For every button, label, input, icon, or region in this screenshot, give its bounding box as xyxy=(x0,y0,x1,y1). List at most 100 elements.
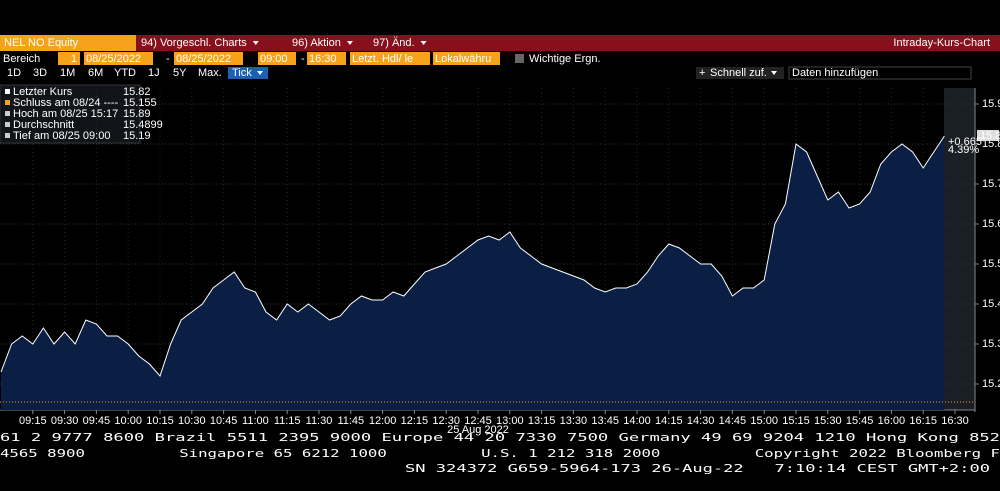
stat-label: Durchschnitt xyxy=(13,119,74,131)
period[interactable]: 6M xyxy=(88,67,103,79)
x-tick-label: 13:00 xyxy=(496,415,524,427)
stat-value: 15.155 xyxy=(123,97,157,109)
period[interactable]: 5Y xyxy=(173,67,187,79)
change-pct: 4.39% xyxy=(948,144,979,156)
price-line xyxy=(0,135,945,377)
x-tick-label: 13:15 xyxy=(528,415,556,427)
input-field[interactable]: 08/25/2022 xyxy=(86,53,141,65)
x-tick-label: 15:15 xyxy=(782,415,810,427)
period-active[interactable] xyxy=(228,67,268,79)
y-tick-label: 15.90 xyxy=(982,98,1000,110)
last-price: 15.82 xyxy=(980,130,1000,142)
x-tick-label: 12:15 xyxy=(401,415,429,427)
x-tick-label: 11:30 xyxy=(306,415,333,427)
x-tick-label: 10:45 xyxy=(210,415,238,427)
period[interactable]: 1D xyxy=(7,67,21,79)
page-title: Intraday-Kurs-Chart xyxy=(893,37,990,49)
input-box[interactable] xyxy=(307,52,346,65)
period[interactable]: 3D xyxy=(33,67,47,79)
input-box[interactable] xyxy=(433,52,500,65)
x-tick-label: 13:30 xyxy=(560,415,588,427)
period[interactable]: 1M xyxy=(60,67,75,79)
input-field[interactable]: - xyxy=(301,53,305,65)
input-box[interactable] xyxy=(174,52,243,65)
change: +0.665 xyxy=(948,136,982,148)
footer-line: 61 2 9777 8600 Brazil 5511 2395 9000 Eur… xyxy=(0,431,1000,444)
input-field[interactable]: Letzt. Hdl/ le xyxy=(352,53,413,65)
input-field[interactable]: 1 xyxy=(71,53,77,65)
toolbar xyxy=(0,35,1000,51)
input-field[interactable]: Lokalwähru xyxy=(435,53,491,65)
dropdown-arrow xyxy=(252,41,259,45)
add-data[interactable]: Daten hinzufügen xyxy=(792,67,878,79)
x-tick-label: 12:30 xyxy=(432,415,460,427)
legend-swatch xyxy=(5,111,10,116)
legend-swatch xyxy=(5,89,10,94)
x-tick-label: 10:00 xyxy=(114,415,142,427)
stat-value: 15.19 xyxy=(123,130,151,142)
x-tick-label: 09:45 xyxy=(83,415,111,427)
stat-label: Tief am 08/25 09:00 xyxy=(13,130,110,142)
legend-swatch xyxy=(5,133,10,138)
quick-add[interactable]: Schnell zuf. xyxy=(710,67,767,79)
x-tick-label: 11:15 xyxy=(274,415,301,427)
ticker-box[interactable] xyxy=(0,35,136,51)
y-tick-label: 15.70 xyxy=(982,178,1000,190)
y-tick-label: 15.60 xyxy=(982,218,1000,230)
input-field[interactable]: - xyxy=(166,53,170,65)
dropdown-arrow xyxy=(257,71,263,75)
menu[interactable]: 97) Änd. xyxy=(373,37,415,49)
footer-line: SN 324372 G659-5964-173 26-Aug-22 7:10:1… xyxy=(405,462,990,475)
menu[interactable]: 94) Vorgeschl. Charts xyxy=(141,37,247,49)
period[interactable]: Max. xyxy=(198,67,222,79)
x-tick-label: 12:00 xyxy=(369,415,397,427)
x-tick-label: 14:15 xyxy=(655,415,683,427)
checkbox[interactable] xyxy=(515,54,524,63)
x-tick-label: 16:15 xyxy=(909,415,937,427)
checkbox-label: Wichtige Ergn. xyxy=(529,53,601,65)
input-field[interactable]: 16:30 xyxy=(309,53,337,65)
x-tick-label: 13:45 xyxy=(591,415,619,427)
x-tick-label: 10:15 xyxy=(146,415,174,427)
y-tick-label: 15.50 xyxy=(982,258,1000,270)
range-label: Bereich xyxy=(3,53,40,65)
x-tick-label: 16:00 xyxy=(878,415,906,427)
x-tick-label: 09:15 xyxy=(19,415,47,427)
x-tick-label: 11:45 xyxy=(337,415,364,427)
y-tick-label: 15.30 xyxy=(982,338,1000,350)
stats-panel xyxy=(0,84,141,144)
dropdown-arrow xyxy=(346,41,353,45)
dropdown-arrow xyxy=(420,41,427,45)
input-box[interactable] xyxy=(258,52,296,65)
add-data-box[interactable] xyxy=(788,66,972,80)
stat-label: Schluss am 08/24 ---- xyxy=(13,97,118,109)
input-box[interactable] xyxy=(350,52,430,65)
x-tick-label: 14:00 xyxy=(623,415,651,427)
legend-swatch xyxy=(5,122,10,127)
x-tick-label: 10:30 xyxy=(178,415,206,427)
stat-value: 15.89 xyxy=(123,108,151,120)
plus-icon: + xyxy=(699,67,705,79)
input-box[interactable] xyxy=(58,52,80,65)
after-hours xyxy=(944,88,975,410)
x-tick-label: 16:30 xyxy=(941,415,969,427)
quick-add-box[interactable] xyxy=(696,67,784,79)
input-field[interactable]: 09:00 xyxy=(260,53,288,65)
x-tick-label: 14:45 xyxy=(719,415,747,427)
ticker[interactable]: NEL NO Equity xyxy=(4,37,79,49)
x-tick-label: 15:30 xyxy=(814,415,842,427)
x-tick-label: 15:00 xyxy=(750,415,778,427)
y-tick-label: 15.20 xyxy=(982,378,1000,390)
last-price-box xyxy=(977,130,999,141)
menu[interactable]: 96) Aktion xyxy=(292,37,341,49)
input-field[interactable]: 08/25/2022 xyxy=(176,53,231,65)
period[interactable]: 1J xyxy=(148,67,160,79)
x-tick-label: 14:30 xyxy=(687,415,715,427)
period[interactable]: Tick xyxy=(232,67,252,79)
x-tick-label: 09:30 xyxy=(51,415,79,427)
x-tick-label: 15:45 xyxy=(846,415,874,427)
period[interactable]: YTD xyxy=(114,67,136,79)
input-box[interactable] xyxy=(84,52,153,65)
